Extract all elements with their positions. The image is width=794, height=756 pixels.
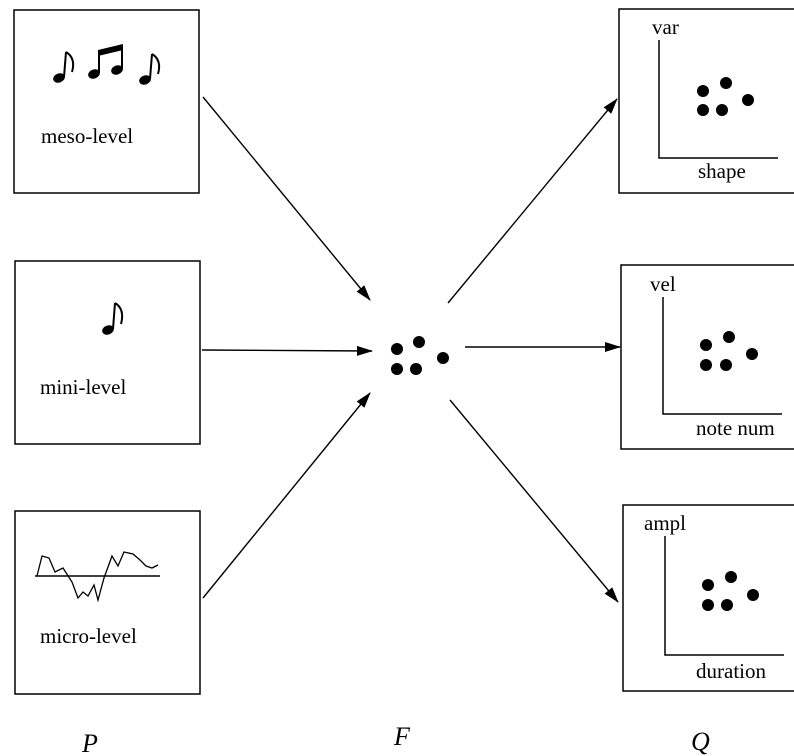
y-axis-label-ampl: ampl — [644, 511, 686, 535]
column-label-f: F — [393, 722, 411, 751]
micro-level-label: micro-level — [40, 624, 137, 648]
feature-cluster-dots — [391, 336, 449, 375]
y-axis-label-var: var — [652, 15, 679, 39]
mini-level-box: mini-level — [14, 260, 201, 445]
waveform-icon — [35, 551, 160, 603]
arrow-micro-to-center — [202, 392, 371, 599]
column-label-p: P — [81, 729, 98, 756]
arrow-meso-to-center — [202, 96, 371, 301]
meso-level-label: meso-level — [41, 124, 133, 148]
x-axis-label-note-num: note num — [696, 416, 775, 440]
x-axis-label-shape: shape — [698, 159, 746, 183]
arrow-center-to-q3 — [449, 399, 619, 603]
meso-level-box: meso-level — [13, 9, 200, 194]
three-eighth-notes-icon — [53, 44, 161, 85]
x-axis-label-duration: duration — [696, 659, 766, 683]
arrow-center-to-q1 — [447, 98, 618, 304]
y-axis-label-vel: vel — [650, 272, 676, 296]
q-box-vel-notenum: vel note num — [620, 264, 794, 450]
mini-level-label: mini-level — [40, 375, 126, 399]
q-box-ampl-duration: ampl duration — [622, 504, 794, 692]
column-label-q: Q — [691, 727, 710, 756]
single-eighth-note-icon — [102, 302, 124, 335]
arrow-mini-to-center — [201, 345, 373, 356]
q-box-var-shape: var shape — [618, 8, 794, 194]
micro-level-box: micro-level — [14, 510, 201, 695]
arrows — [201, 96, 621, 603]
